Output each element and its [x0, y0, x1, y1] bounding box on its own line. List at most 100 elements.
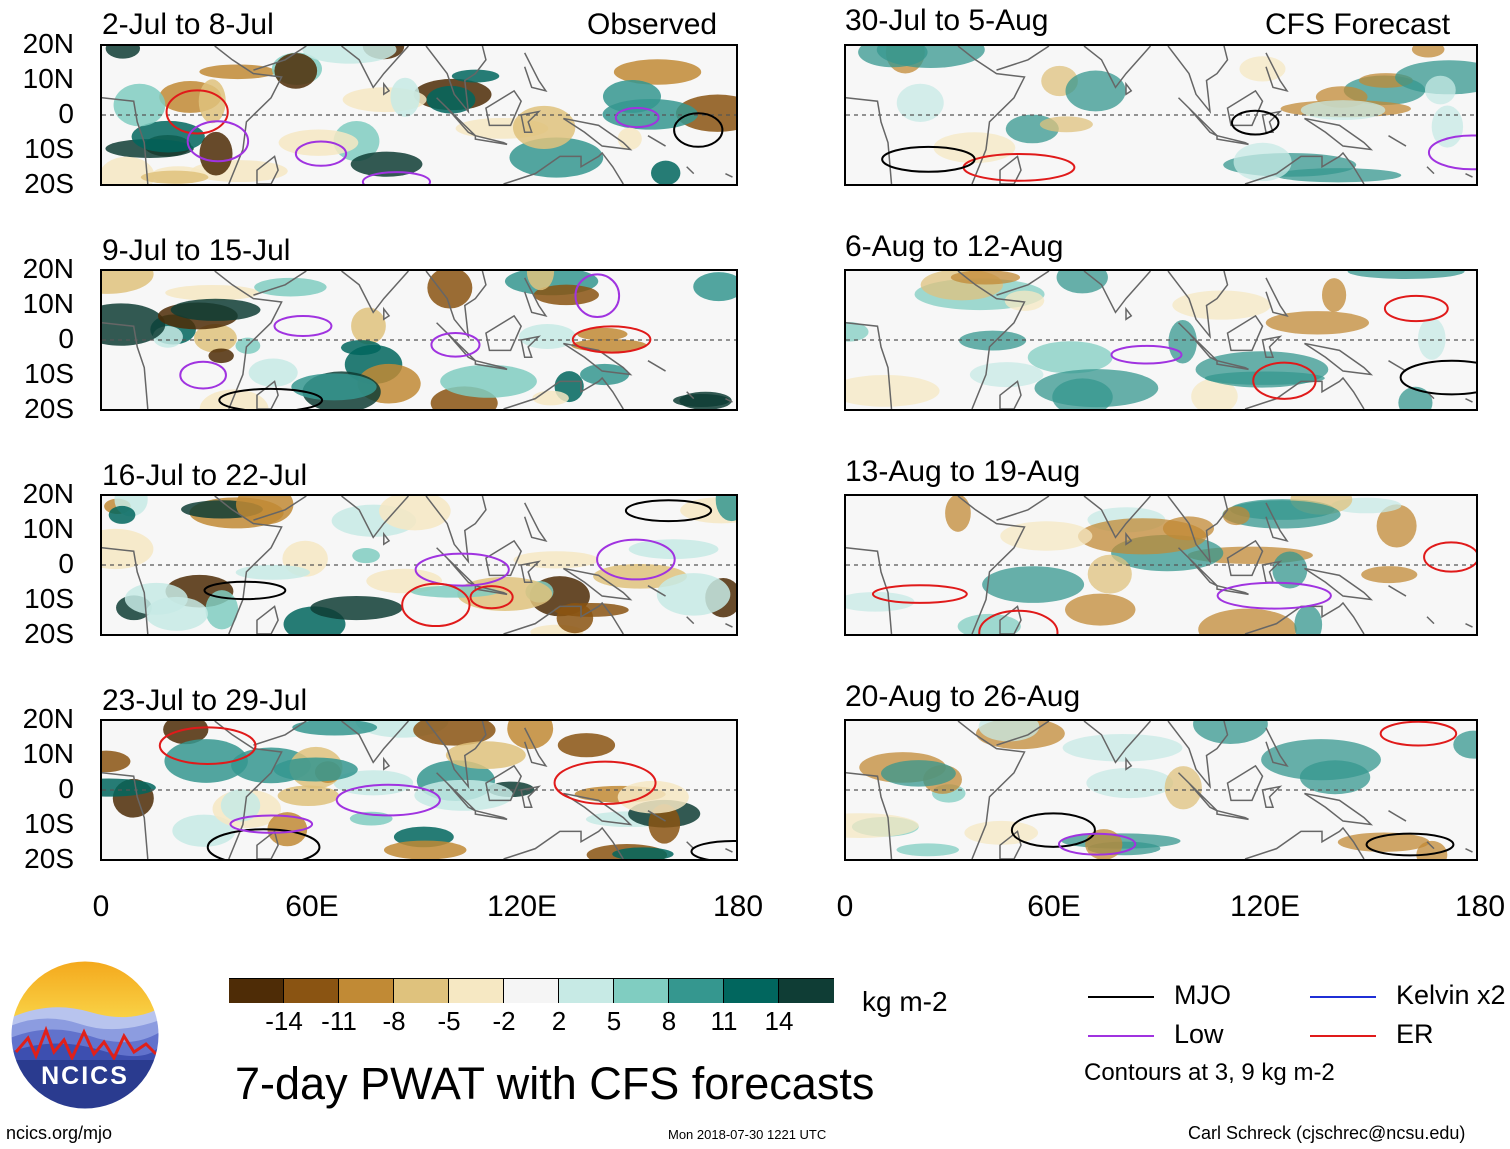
coastline: [341, 721, 409, 764]
pwat-anomaly-blob: [876, 46, 985, 69]
pwat-anomaly-blob: [526, 271, 555, 291]
pwat-anomaly-blob: [102, 778, 156, 797]
website-link[interactable]: ncics.org/mjo: [6, 1123, 113, 1143]
panel-title-fcst-4: 20-Aug to 26-Aug: [845, 680, 1081, 713]
coastline: [996, 496, 1050, 521]
pwat-anomaly-blob: [198, 79, 226, 124]
wave-contour: [624, 499, 713, 523]
pwat-anomaly-blob: [557, 733, 616, 758]
coastline: [520, 335, 542, 358]
coastline: [1226, 314, 1264, 352]
pwat-anomaly-blob: [170, 298, 261, 321]
pwat-anomaly-blob: [292, 721, 378, 736]
pwat-anomaly-blob: [1027, 341, 1113, 374]
coastline: [436, 547, 476, 587]
pwat-anomaly-blob: [656, 573, 731, 616]
pwat-anomaly-blob: [673, 393, 730, 408]
pwat-anomaly-blob: [1337, 832, 1430, 852]
coastline: [1265, 52, 1289, 93]
y-tick-label: 20S: [24, 168, 74, 199]
coastline: [214, 46, 283, 184]
y-tick-label: 0: [58, 323, 74, 354]
coastline: [474, 134, 508, 146]
map-field: [846, 496, 1476, 634]
pwat-anomaly-blob: [310, 595, 403, 621]
y-tick-label: 20N: [22, 478, 74, 509]
y-tick-label: 0: [58, 98, 74, 129]
coastline: [1388, 135, 1473, 178]
wave-contour: [218, 387, 324, 409]
pwat-anomaly-blob: [427, 271, 473, 309]
coastline: [102, 97, 149, 184]
wave-contour: [690, 840, 736, 859]
coastline: [341, 46, 409, 89]
map-panel-obs-2: [100, 269, 738, 411]
wave-contour: [1230, 109, 1280, 136]
pwat-anomaly-blob: [351, 307, 386, 345]
pwat-anomaly-blob: [533, 284, 599, 306]
pwat-anomaly-blob: [113, 83, 166, 127]
pwat-anomaly-blob: [1191, 378, 1238, 409]
pwat-anomaly-blob: [105, 46, 141, 59]
coastline: [996, 271, 1050, 296]
pwat-anomaly-blob: [1039, 116, 1093, 133]
pwat-anomaly-blob: [140, 170, 209, 184]
pwat-anomaly-blob: [532, 390, 569, 406]
coastline: [102, 547, 149, 634]
pwat-anomaly-blob: [1085, 829, 1123, 859]
wave-contour: [614, 106, 660, 129]
colorbar-bin: [779, 979, 834, 1003]
map-panel-obs-3: [100, 494, 738, 636]
pwat-anomaly-blob: [1086, 767, 1174, 799]
pwat-anomaly-blob: [1425, 75, 1456, 105]
pwat-anomaly-blob: [846, 813, 919, 838]
pwat-anomaly-blob: [1431, 105, 1464, 148]
pwat-anomaly-blob: [1164, 766, 1202, 810]
pwat-anomaly-blob: [896, 843, 960, 857]
coastline: [563, 342, 633, 376]
coastline: [474, 584, 508, 596]
coastline: [999, 605, 1022, 634]
map-field: [846, 271, 1476, 409]
wave-contour: [673, 112, 724, 148]
x-tick-left-60E: 60E: [285, 890, 339, 923]
pwat-anomaly-blob: [208, 348, 234, 364]
coastline: [1216, 809, 1249, 821]
coastline: [1216, 359, 1249, 371]
pwat-anomaly-blob: [513, 551, 599, 569]
pwat-anomaly-blob: [172, 814, 236, 847]
x-tick-right-120E: 120E: [1229, 890, 1301, 923]
pwat-anomaly-blob: [102, 271, 154, 294]
y-tick-label: 0: [58, 773, 74, 804]
coastline: [1226, 539, 1264, 577]
credit: Carl Schreck (cjschrec@ncsu.edu): [1188, 1123, 1466, 1143]
coastline: [383, 81, 391, 96]
coastline: [485, 314, 522, 352]
wave-contour: [335, 783, 441, 817]
pwat-anomaly-blob: [715, 496, 736, 522]
pwat-anomaly-blob: [945, 496, 971, 532]
pwat-anomaly-blob: [165, 284, 260, 301]
y-tick-label: 10N: [22, 288, 74, 319]
pwat-anomaly-blob: [1052, 378, 1113, 409]
pwat-anomaly-blob: [267, 812, 308, 847]
y-tick-label: 20N: [22, 703, 74, 734]
pwat-anomaly-blob: [390, 77, 420, 117]
pwat-anomaly-blob: [254, 277, 327, 297]
coastline: [1167, 271, 1229, 340]
colorbar-bin: [669, 979, 724, 1003]
coastline: [999, 155, 1022, 184]
colorbar-bin: [449, 979, 504, 1003]
y-tick-label: 10S: [24, 808, 74, 839]
coastline: [1304, 117, 1374, 151]
coastline: [102, 322, 149, 409]
panel-title-obs-1: 2-Jul to 8-Jul: [102, 8, 274, 41]
pwat-anomaly-blob: [193, 323, 237, 353]
pwat-anomaly-blob: [1322, 278, 1347, 312]
coastline: [1265, 727, 1289, 768]
x-tick-left-180: 180: [712, 890, 764, 923]
colorbar-tick: -8: [382, 1006, 406, 1036]
legend-er-label: ER: [1396, 1019, 1434, 1049]
pwat-anomaly-blob: [1261, 739, 1381, 781]
pwat-anomaly-blob: [1004, 290, 1045, 311]
